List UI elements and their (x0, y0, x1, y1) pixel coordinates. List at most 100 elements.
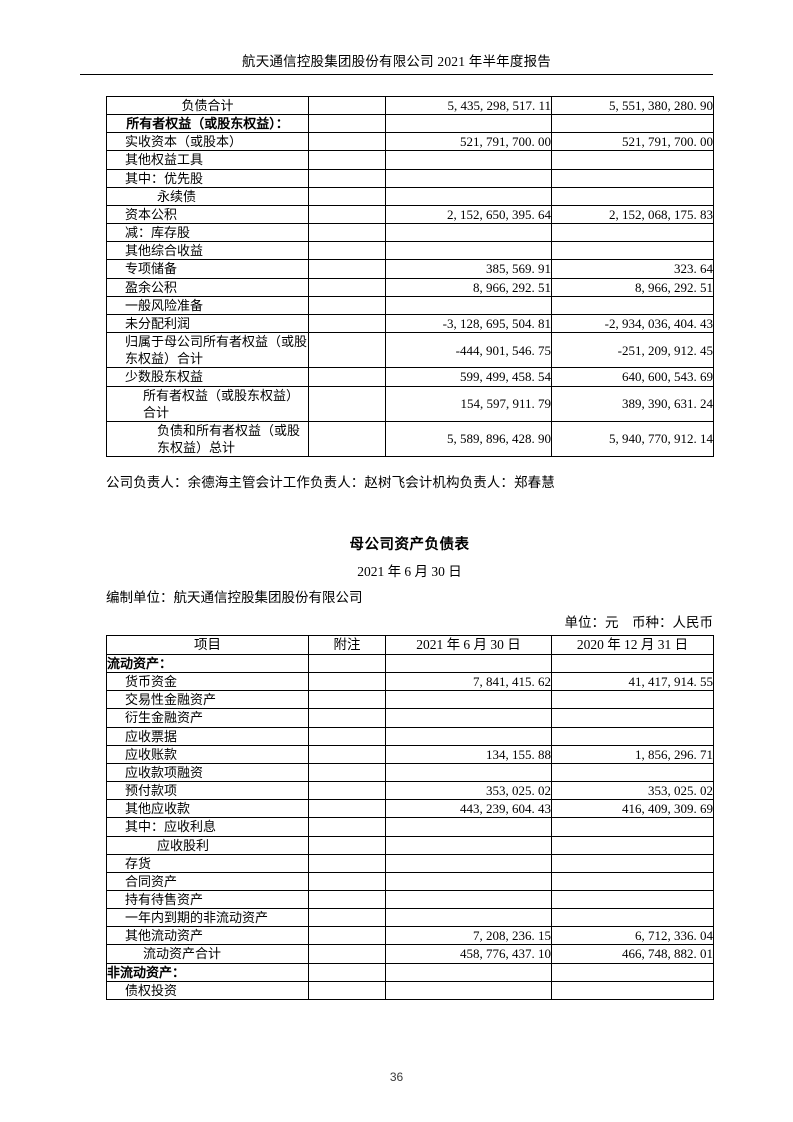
row-previous-value (551, 690, 714, 710)
table-row: 货币资金 7, 841, 415. 62 41, 417, 914. 55 (106, 672, 714, 692)
row-previous-value (551, 762, 714, 783)
row-item-label: 交易性金融资产 (106, 690, 309, 710)
table-row: 合同资产 (106, 871, 714, 891)
row-current-value: 154, 597, 911. 79 (385, 385, 552, 422)
row-current-value (385, 168, 552, 188)
row-item-label: 少数股东权益 (106, 367, 309, 387)
prepared-by-line: 编制单位：航天通信控股集团股份有限公司 (106, 590, 363, 606)
row-previous-value (551, 980, 714, 1000)
row-item-label: 所有者权益（或股东权益）合计 (106, 385, 309, 422)
row-previous-value (551, 708, 714, 728)
row-item-label: 未分配利润 (106, 313, 309, 334)
row-item-label: 货币资金 (106, 672, 309, 692)
row-current-value (385, 980, 552, 1000)
row-previous-value: 521, 791, 700. 00 (551, 132, 714, 152)
row-note (308, 653, 386, 674)
row-current-value (385, 295, 552, 315)
table-row: 其他流动资产 7, 208, 236. 15 6, 712, 336. 04 (106, 926, 714, 946)
row-note (308, 241, 386, 261)
table-row: 一年内到期的非流动资产 (106, 908, 714, 928)
table-row: 衍生金融资产 (106, 708, 714, 728)
table-row: 所有者权益（或股东权益）合计 154, 597, 911. 79 389, 390,… (106, 385, 714, 422)
parent-balance-sheet-table: 项目 附注 2021 年 6 月 30 日 2020 年 12 月 31 日 流… (106, 635, 714, 1000)
row-current-value (385, 223, 552, 243)
row-note (308, 295, 386, 315)
row-current-value (385, 835, 552, 855)
row-current-value (385, 908, 552, 928)
row-current-value: 2, 152, 650, 395. 64 (385, 204, 552, 225)
row-current-value: 443, 239, 604. 43 (385, 799, 552, 819)
row-current-value (385, 708, 552, 728)
col-header-prev: 2020 年 12 月 31 日 (551, 635, 714, 655)
row-previous-value (551, 168, 714, 188)
row-item-label: 其他综合收益 (106, 241, 309, 261)
row-note (308, 259, 386, 279)
row-item-label: 减：库存股 (106, 223, 309, 243)
row-note (308, 95, 386, 116)
row-note (308, 908, 386, 928)
row-current-value (385, 186, 552, 206)
col-header-item: 项目 (106, 635, 309, 655)
table-row: 其他综合收益 (106, 241, 714, 261)
row-previous-value: 2, 152, 068, 175. 83 (551, 204, 714, 225)
row-note (308, 168, 386, 188)
table-row: 盈余公积 8, 966, 292. 51 8, 966, 292. 51 (106, 277, 714, 297)
table-row: 少数股东权益 599, 499, 458. 54 640, 600, 543. 69 (106, 367, 714, 387)
row-item-label: 一般风险准备 (106, 295, 309, 315)
row-item-label: 归属于母公司所有者权益（或股东权益）合计 (106, 332, 309, 369)
table-row: 交易性金融资产 (106, 690, 714, 710)
row-current-value (385, 653, 552, 674)
row-item-label: 永续债 (106, 186, 309, 206)
row-previous-value (551, 295, 714, 315)
parent-table-body: 流动资产： 货币资金 7, 841, 415. 62 41, 417, 914. 55… (106, 653, 714, 1000)
row-previous-value: 1, 856, 296. 71 (551, 744, 714, 764)
row-previous-value (551, 726, 714, 746)
signatories-line: 公司负责人：余德海主管会计工作负责人：赵树飞会计机构负责人：郑春慧 (106, 475, 555, 491)
row-current-value (385, 114, 552, 134)
row-item-label: 其他应收款 (106, 799, 309, 819)
row-item-label: 存货 (106, 853, 309, 873)
table-row: 专项储备 385, 569. 91 323. 64 (106, 259, 714, 279)
row-previous-value (551, 241, 714, 261)
row-note (308, 726, 386, 746)
row-previous-value: 466, 748, 882. 01 (551, 944, 714, 964)
row-current-value (385, 962, 552, 982)
row-current-value: 7, 841, 415. 62 (385, 672, 552, 692)
col-header-note: 附注 (308, 635, 386, 655)
table-row: 其他权益工具 (106, 150, 714, 170)
table-row: 应收款项融资 (106, 762, 714, 783)
row-item-label: 一年内到期的非流动资产 (106, 908, 309, 928)
parent-table-head: 项目 附注 2021 年 6 月 30 日 2020 年 12 月 31 日 (106, 635, 714, 655)
row-item-label: 应收股利 (106, 835, 309, 855)
row-item-label: 其中：应收利息 (106, 817, 309, 837)
table-row: 流动资产合计 458, 776, 437. 10 466, 748, 882. 01 (106, 944, 714, 964)
row-note (308, 926, 386, 946)
table-row: 永续债 (106, 186, 714, 206)
row-note (308, 277, 386, 297)
row-previous-value: 416, 409, 309. 69 (551, 799, 714, 819)
row-note (308, 186, 386, 206)
row-current-value (385, 817, 552, 837)
row-item-label: 其他权益工具 (106, 150, 309, 170)
row-item-label: 其他流动资产 (106, 926, 309, 946)
table-row: 存货 (106, 853, 714, 873)
table-row: 其中：应收利息 (106, 817, 714, 837)
row-note (308, 132, 386, 152)
row-previous-value (551, 114, 714, 134)
consolidated-table-body: 负债合计 5, 435, 298, 517. 11 5, 551, 380, 280… (106, 95, 714, 458)
row-current-value: 5, 435, 298, 517. 11 (385, 95, 552, 116)
row-note (308, 204, 386, 225)
row-item-label: 非流动资产： (106, 962, 309, 982)
row-note (308, 150, 386, 170)
row-item-label: 应收款项融资 (106, 762, 309, 783)
row-item-label: 所有者权益（或股东权益）： (106, 114, 309, 134)
row-current-value: 7, 208, 236. 15 (385, 926, 552, 946)
row-note (308, 871, 386, 891)
row-note (308, 672, 386, 692)
running-header: 航天通信控股集团股份有限公司 2021 年半年度报告 (242, 54, 551, 69)
row-item-label: 实收资本（或股本） (106, 132, 309, 152)
row-previous-value (551, 223, 714, 243)
row-note (308, 744, 386, 764)
table-row: 其他应收款 443, 239, 604. 43 416, 409, 309. 69 (106, 799, 714, 819)
row-current-value (385, 241, 552, 261)
